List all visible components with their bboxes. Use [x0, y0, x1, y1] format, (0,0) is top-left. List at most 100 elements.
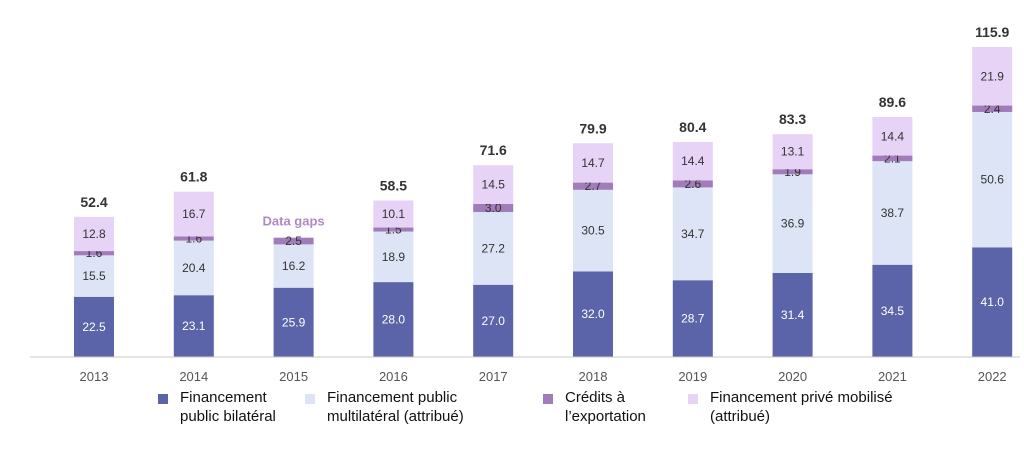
data-label: 34.5: [881, 304, 905, 318]
bar-segment: [473, 203, 514, 213]
legend-item-multilateral: Financement public multilatéral (attribué…: [305, 388, 464, 426]
data-label: 25.9: [282, 315, 306, 329]
legend-swatch-multilateral: [305, 394, 315, 404]
bar-segment: [373, 200, 414, 228]
bar-segment: [672, 180, 713, 188]
bar-segment: [74, 255, 114, 297]
x-tick-label: 2016: [379, 369, 408, 384]
total-label: 52.4: [80, 194, 107, 210]
x-tick-label: 2017: [479, 369, 508, 384]
total-label: 89.6: [879, 94, 906, 110]
data-label: 12.8: [82, 227, 106, 241]
legend-item-export-credits: Crédits à l’exportation: [543, 388, 646, 426]
data-label: 16.7: [182, 207, 206, 221]
bar-segment: [672, 187, 713, 281]
bar-segment: [373, 227, 414, 232]
total-label: 61.8: [180, 169, 207, 185]
data-label: 13.1: [781, 145, 805, 159]
x-tick-label: 2020: [778, 369, 807, 384]
bar-segment: [74, 251, 114, 256]
x-tick-label: 2014: [179, 369, 208, 384]
data-label: 28.0: [382, 313, 406, 327]
data-label: 34.7: [681, 227, 705, 241]
chart-legend: Financement public bilatéral Financement …: [0, 388, 1024, 443]
data-label: 38.7: [881, 206, 905, 220]
legend-item-private: Financement privé mobilisé (attribué): [688, 388, 893, 426]
data-label: 30.5: [581, 224, 605, 238]
data-label: 27.0: [482, 314, 506, 328]
data-label: 18.9: [382, 250, 406, 264]
data-label: 28.7: [681, 312, 705, 326]
data-label: 21.9: [981, 69, 1005, 83]
data-label: 14.7: [581, 156, 605, 170]
bar-segment: [772, 169, 813, 175]
data-label: 15.5: [82, 269, 106, 283]
bar-segment: [173, 191, 214, 237]
total-label: 58.5: [380, 178, 407, 194]
bar-segment: [173, 240, 214, 296]
bar-segment: [772, 273, 813, 357]
x-tick-label: 2015: [279, 369, 308, 384]
total-label: 80.4: [679, 119, 706, 135]
bar-segment: [473, 284, 514, 357]
bar-segment: [273, 244, 314, 288]
bar-segment: [573, 143, 613, 183]
bar-segment: [173, 236, 214, 241]
bar-segment: [872, 117, 913, 156]
legend-swatch-export-credits: [543, 394, 553, 404]
stacked-bar-chart: 22.515.51.612.852.4201323.120.41.616.761…: [30, 24, 1020, 384]
bar-segment: [273, 237, 314, 245]
bar-segment: [972, 46, 1013, 106]
bar-segment: [972, 111, 1013, 248]
bar-segment: [672, 280, 713, 357]
data-label: 14.5: [482, 178, 506, 192]
data-label: 41.0: [981, 295, 1005, 309]
bar-segment: [872, 161, 913, 265]
data-label: 2.7: [585, 179, 602, 193]
data-label: 14.4: [881, 129, 905, 143]
data-label: 22.5: [82, 320, 106, 334]
legend-item-bilateral: Financement public bilatéral: [158, 388, 276, 426]
bar-segment: [273, 287, 314, 357]
data-label: 3.0: [485, 201, 502, 215]
bar-segment: [772, 134, 813, 170]
bar-segment: [872, 264, 913, 357]
data-label: 10.1: [382, 207, 406, 221]
legend-swatch-bilateral: [158, 394, 168, 404]
data-label: 32.0: [581, 307, 605, 321]
data-label: 36.9: [781, 217, 805, 231]
data-label: 27.2: [482, 241, 506, 255]
bar-segment: [74, 296, 114, 357]
data-label: 14.4: [681, 154, 705, 168]
bar-segment: [373, 282, 414, 357]
bar-segment: [872, 155, 913, 162]
bar-segment: [772, 174, 813, 274]
total-label: 71.6: [480, 142, 507, 158]
legend-label-multilateral: Financement public multilatéral (attribué…: [327, 389, 464, 425]
x-tick-label: 2021: [878, 369, 907, 384]
bar-segment: [672, 141, 713, 181]
data-label: 20.4: [182, 261, 206, 275]
x-tick-label: 2018: [579, 369, 608, 384]
bar-segment: [473, 212, 514, 285]
x-tick-label: 2013: [80, 369, 109, 384]
annotation-label: Data gaps: [263, 214, 325, 229]
bar-segment: [74, 216, 114, 252]
total-label: 115.9: [975, 24, 1009, 40]
data-label: 23.1: [182, 319, 206, 333]
total-label: 79.9: [579, 120, 606, 136]
bar-segment: [972, 105, 1013, 112]
total-label: 83.3: [779, 111, 806, 127]
bar-segment: [972, 247, 1013, 357]
bar-segment: [573, 189, 613, 272]
data-label: 50.6: [981, 173, 1005, 187]
bar-segment: [373, 231, 414, 283]
legend-swatch-private: [688, 394, 698, 404]
data-label: 31.4: [781, 308, 805, 322]
legend-label-private: Financement privé mobilisé (attribué): [710, 389, 893, 425]
bar-segment: [173, 295, 214, 357]
legend-label-bilateral: Financement public bilatéral: [180, 389, 276, 425]
data-label: 2.5: [285, 234, 302, 248]
legend-label-export-credits: Crédits à l’exportation: [565, 389, 646, 425]
bar-segment: [473, 165, 514, 204]
